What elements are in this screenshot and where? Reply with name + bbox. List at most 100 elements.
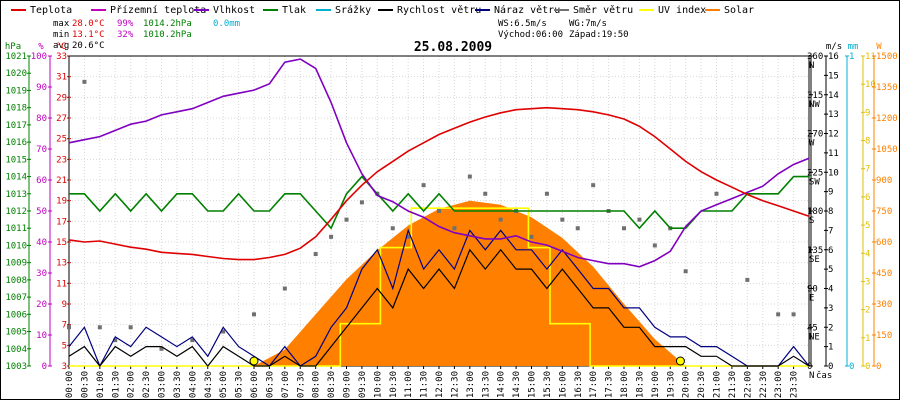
pressure-tick-label: 1020 bbox=[5, 69, 27, 79]
series-line bbox=[68, 248, 810, 367]
temperature-tick-label: 19 bbox=[56, 197, 67, 207]
legend-label: Přízemní teplota bbox=[110, 4, 206, 16]
x-tick-label: 06:30 bbox=[265, 371, 275, 398]
stat-ws: WS:6.5m/s bbox=[498, 19, 547, 29]
direction-point bbox=[498, 217, 503, 222]
stat-min-hum: 32% bbox=[117, 30, 134, 40]
x-tick-label: 07:30 bbox=[296, 371, 306, 398]
legend-label: Srážky bbox=[335, 4, 371, 16]
temperature-tick-label: 23 bbox=[56, 155, 67, 165]
direction-point bbox=[575, 226, 580, 231]
stat-min-temp: 13.1°C bbox=[72, 30, 105, 40]
direction-tick-label: 90 bbox=[807, 285, 818, 295]
pressure-tick-label: 1015 bbox=[5, 155, 27, 165]
uv-tick-label: 3 bbox=[865, 277, 870, 287]
humidity-tick-label: 10 bbox=[36, 331, 47, 341]
uv-tick-label: 4 bbox=[865, 249, 870, 259]
x-tick-label: 00:00 bbox=[65, 371, 75, 398]
sunset-marker bbox=[675, 356, 685, 366]
x-tick-label: 17:30 bbox=[605, 371, 615, 398]
rain-unit: mm bbox=[848, 42, 859, 52]
wind-tick-label: 1 bbox=[828, 343, 833, 353]
uv-tick-label: 7 bbox=[865, 165, 870, 175]
stat-max-label: max bbox=[53, 19, 70, 29]
solar-tick-label: 150 bbox=[876, 331, 892, 341]
direction-point bbox=[483, 191, 488, 196]
pressure-tick-label: 1017 bbox=[5, 121, 27, 131]
direction-point bbox=[452, 226, 457, 231]
stat-max-hum: 99% bbox=[117, 19, 134, 29]
direction-dir-label: E bbox=[809, 294, 814, 304]
direction-point bbox=[313, 252, 318, 257]
uv-tick-label: 6 bbox=[865, 193, 870, 203]
direction-point bbox=[683, 269, 688, 274]
direction-point bbox=[437, 209, 441, 213]
humidity-tick-label: 50 bbox=[36, 207, 47, 217]
x-tick-label: 13:30 bbox=[481, 371, 491, 398]
direction-point bbox=[221, 329, 226, 334]
stat-wg: WG:7m/s bbox=[569, 19, 607, 29]
temperature-tick-label: 3 bbox=[62, 362, 67, 372]
x-tick-label: 08:30 bbox=[327, 371, 337, 398]
solar-tick-label: 750 bbox=[876, 207, 892, 217]
pressure-tick-label: 1008 bbox=[5, 276, 27, 286]
direction-point bbox=[406, 234, 411, 239]
axes: 1021102010191018101710161015101410131012… bbox=[5, 42, 898, 398]
direction-point bbox=[791, 312, 796, 317]
temperature-tick-label: 29 bbox=[56, 93, 67, 103]
direction-point bbox=[544, 191, 549, 196]
x-tick-label: 05:00 bbox=[219, 371, 229, 398]
temperature-tick-label: 15 bbox=[56, 238, 67, 248]
temperature-unit: °C bbox=[56, 42, 67, 52]
wind-tick-label: 10 bbox=[828, 168, 839, 178]
x-tick-label: 18:00 bbox=[620, 371, 630, 398]
x-tick-label: 15:00 bbox=[528, 371, 538, 398]
direction-tick-label: 315 bbox=[807, 91, 823, 101]
temperature-tick-label: 25 bbox=[56, 135, 67, 145]
uv-tick-label: 2 bbox=[865, 306, 870, 316]
direction-point bbox=[637, 217, 642, 222]
pressure-tick-label: 1007 bbox=[5, 293, 27, 303]
direction-point bbox=[113, 338, 118, 343]
direction-point bbox=[359, 200, 364, 205]
pressure-tick-label: 1004 bbox=[5, 345, 27, 355]
direction-point bbox=[190, 338, 195, 343]
direction-point bbox=[467, 174, 472, 179]
humidity-tick-label: 0 bbox=[42, 362, 47, 372]
direction-point bbox=[529, 234, 534, 239]
wind-tick-label: 7 bbox=[828, 226, 833, 236]
solar-unit: W bbox=[876, 42, 882, 52]
temperature-tick-label: 33 bbox=[56, 52, 67, 62]
direction-tick-label: 180 bbox=[807, 207, 823, 217]
x-tick-label: 02:30 bbox=[142, 371, 152, 398]
direction-point bbox=[329, 234, 334, 239]
x-tick-label: 14:30 bbox=[512, 371, 522, 398]
direction-point bbox=[745, 277, 750, 282]
x-tick-label: 23:30 bbox=[790, 371, 800, 398]
x-tick-label: 22:00 bbox=[743, 371, 753, 398]
humidity-tick-label: 40 bbox=[36, 238, 47, 248]
x-tick-label: 21:30 bbox=[728, 371, 738, 398]
pressure-tick-label: 1014 bbox=[5, 173, 27, 183]
x-tick-label: 11:30 bbox=[420, 371, 430, 398]
stats-block: max 28.0°C 99% 1014.2hPa 0.0mm min 13.1°… bbox=[53, 19, 629, 51]
temperature-tick-label: 17 bbox=[56, 217, 67, 227]
stat-min-label: min bbox=[53, 30, 69, 40]
x-tick-label: 13:00 bbox=[466, 371, 476, 398]
direction-point bbox=[776, 312, 781, 317]
humidity-tick-label: 80 bbox=[36, 114, 47, 124]
x-tick-label: 01:30 bbox=[111, 371, 121, 398]
humidity-unit: % bbox=[38, 42, 44, 52]
x-axis-label: čas bbox=[816, 370, 832, 381]
pressure-tick-label: 1009 bbox=[5, 259, 27, 269]
direction-tick-label: 225 bbox=[807, 168, 823, 178]
wind-tick-label: 9 bbox=[828, 188, 833, 198]
x-tick-label: 20:30 bbox=[697, 371, 707, 398]
x-tick-label: 03:00 bbox=[158, 371, 168, 398]
direction-dir-label: N bbox=[809, 61, 814, 71]
x-tick-label: 10:30 bbox=[389, 371, 399, 398]
x-tick-label: 16:00 bbox=[558, 371, 568, 398]
rain-tick-label: 1 bbox=[849, 52, 854, 62]
